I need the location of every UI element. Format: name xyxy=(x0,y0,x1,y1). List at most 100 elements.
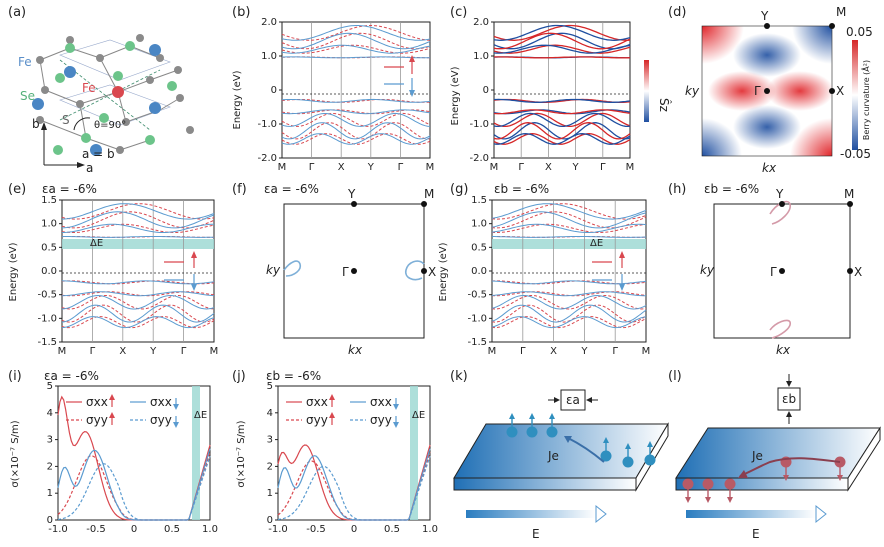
fe-down-atom xyxy=(64,66,76,78)
h-ky-label: ky xyxy=(700,263,715,277)
ytick-label: 0 xyxy=(271,85,277,96)
ytick-label: 2 xyxy=(267,461,273,472)
ytick-label: -1.5 xyxy=(37,337,57,348)
band-line xyxy=(491,280,647,285)
panel-b-frame xyxy=(281,21,431,159)
legend-label: σxx xyxy=(86,395,108,409)
legend-label: σxx xyxy=(306,395,328,409)
s-atom xyxy=(122,118,130,126)
panel-f-pocket-left xyxy=(283,260,302,277)
ytick-label: 1.0 xyxy=(471,219,487,230)
xtick-label: Γ xyxy=(90,346,96,357)
band-line xyxy=(491,294,647,310)
h-Y-point xyxy=(779,201,785,207)
bond xyxy=(79,103,87,139)
s-atom xyxy=(156,54,164,62)
legend-arrowhead xyxy=(173,404,179,410)
panel-c-ylabel: Energy (eV) xyxy=(450,66,461,125)
bond xyxy=(119,139,151,151)
bond xyxy=(99,57,119,93)
panel-b-yticks: 2.0 1.0 0 -1.0 -2.0 xyxy=(257,17,282,164)
legend-arrowhead xyxy=(173,422,179,428)
xtick-label: M xyxy=(642,346,651,357)
l-J-label: Je xyxy=(751,449,763,463)
ytick-label: 0.5 xyxy=(41,242,57,253)
bond xyxy=(39,119,87,139)
s-atom xyxy=(136,34,144,42)
l-strain-label: εb xyxy=(782,392,796,406)
s-atom xyxy=(116,146,124,154)
spin-arrowhead xyxy=(705,497,711,503)
panel-g: (g) εb = -6% ΔE Energy (eV) 1.5 1.0 0.5 0.0… xyxy=(438,182,650,357)
panel-g-label: (g) xyxy=(450,182,468,197)
panel-e-strain: εa = -6% xyxy=(42,182,97,196)
l-E-arrow xyxy=(686,510,816,518)
k-strain-label: εa xyxy=(566,393,580,407)
s-atom xyxy=(174,66,182,74)
xtick-label: M xyxy=(490,162,499,173)
k-E-arrow xyxy=(466,510,596,518)
se-atom xyxy=(53,145,63,155)
band-line xyxy=(494,98,631,103)
axis-b-arrowhead xyxy=(41,122,47,130)
h-G-point xyxy=(779,268,785,274)
ytick-label: 1.5 xyxy=(41,195,57,206)
k-J-label: Je xyxy=(547,449,559,463)
ytick-label: -2.0 xyxy=(257,153,277,164)
h-kx-label: kx xyxy=(776,343,791,357)
legend-label: σyy xyxy=(306,413,328,427)
band-line xyxy=(61,316,215,329)
sigma-curve xyxy=(277,456,431,521)
ytick-label: 0 xyxy=(47,515,53,526)
k-current-arrow xyxy=(567,437,605,463)
sigma-curve xyxy=(277,452,431,521)
panel-f-strain: εa = -6% xyxy=(264,182,319,196)
s-atom xyxy=(66,36,74,44)
panel-j-dE: ΔE xyxy=(412,410,425,421)
panel-h-pocket-top xyxy=(769,200,791,225)
l-slab-top xyxy=(675,427,881,479)
spin-arrowhead xyxy=(837,475,843,481)
xtick-label: M xyxy=(278,162,287,173)
spin-arrowhead xyxy=(783,475,789,481)
d-cbar-max: 0.05 xyxy=(846,25,873,39)
panel-l: (l) εb Je E xyxy=(668,369,881,541)
xtick-label: Y xyxy=(580,346,588,357)
se-label: Se xyxy=(20,89,35,103)
panel-h: (h) εb = -6% Y M Γ X ky kx xyxy=(668,182,862,357)
band-line xyxy=(491,304,647,323)
l-current-arrowhead xyxy=(738,470,748,478)
k-compress-left-head xyxy=(554,397,560,403)
k-slab-top xyxy=(453,423,669,479)
xtick-label: 0.5 xyxy=(384,524,400,535)
band-line xyxy=(281,122,431,140)
panel-f-label: (f) xyxy=(232,182,247,197)
panel-h-strain: εb = -6% xyxy=(704,182,759,196)
d-cbar-label: Berry curvature (Å²) xyxy=(860,60,871,140)
ytick-label: 2.0 xyxy=(261,17,277,28)
sigma-curve xyxy=(57,448,211,521)
panel-e-ylabel: Energy (eV) xyxy=(8,242,19,301)
panel-i-legend: σxx σxx σyy σyy xyxy=(66,394,179,428)
panel-e-label: (e) xyxy=(8,182,26,197)
spin-arrowhead xyxy=(647,441,653,447)
xtick-label: Y xyxy=(572,162,580,173)
bond xyxy=(39,59,46,91)
band-line xyxy=(62,223,214,233)
band-line xyxy=(61,316,215,329)
f-Y-label: Y xyxy=(347,187,356,201)
ytick-label: 1 xyxy=(47,488,53,499)
band-line xyxy=(281,44,431,54)
panel-j-label: (j) xyxy=(232,369,246,384)
theta-arc xyxy=(73,117,91,131)
band-line xyxy=(61,304,215,323)
h-X-label: X xyxy=(854,265,862,279)
xtick-label: M xyxy=(426,162,435,173)
xtick-label: 1.0 xyxy=(202,524,218,535)
panel-a: (a) Fe Fe Se S θ=90° b a a = b xyxy=(8,5,194,175)
ytick-label: -1.0 xyxy=(467,313,487,324)
k-E-label: E xyxy=(532,527,540,541)
